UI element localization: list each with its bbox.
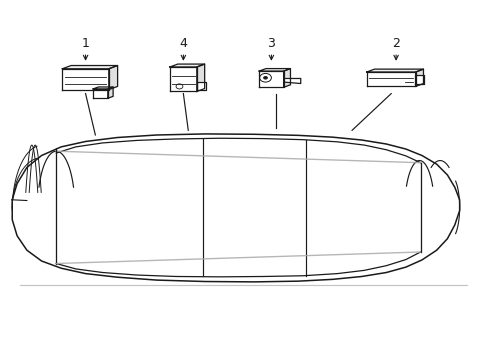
Polygon shape — [108, 66, 117, 90]
Text: 3: 3 — [267, 37, 275, 50]
Polygon shape — [259, 68, 290, 71]
Polygon shape — [170, 67, 196, 91]
Polygon shape — [93, 87, 113, 89]
Polygon shape — [170, 64, 204, 67]
Polygon shape — [107, 87, 113, 98]
Circle shape — [263, 76, 267, 79]
Text: 1: 1 — [81, 37, 89, 50]
Polygon shape — [415, 69, 423, 86]
Text: 2: 2 — [391, 37, 399, 50]
Polygon shape — [62, 69, 108, 90]
Text: 4: 4 — [179, 37, 187, 50]
Polygon shape — [93, 89, 107, 98]
Polygon shape — [259, 71, 283, 87]
Polygon shape — [366, 72, 415, 86]
Polygon shape — [196, 64, 204, 91]
Polygon shape — [197, 82, 206, 90]
Polygon shape — [62, 66, 117, 69]
Polygon shape — [283, 68, 290, 87]
Polygon shape — [366, 69, 423, 72]
Polygon shape — [414, 75, 423, 84]
Polygon shape — [283, 78, 300, 84]
